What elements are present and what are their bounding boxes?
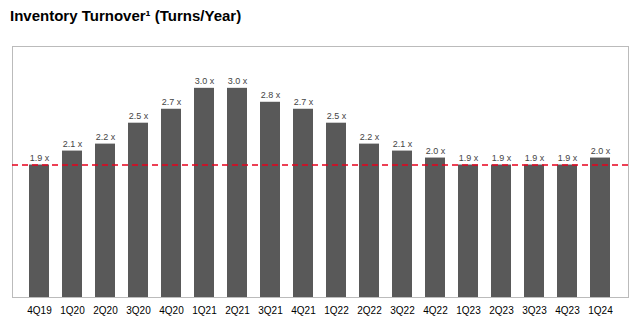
svg-text:4Q23: 4Q23 xyxy=(555,305,580,316)
svg-text:4Q20: 4Q20 xyxy=(159,305,184,316)
svg-text:3.0 x: 3.0 x xyxy=(228,76,248,86)
svg-text:4Q21: 4Q21 xyxy=(291,305,316,316)
svg-text:2.2 x: 2.2 x xyxy=(360,132,380,142)
svg-text:2.8 x: 2.8 x xyxy=(261,90,281,100)
svg-text:2.1 x: 2.1 x xyxy=(63,139,83,149)
svg-text:1.9 x: 1.9 x xyxy=(30,153,50,163)
svg-text:2.7 x: 2.7 x xyxy=(162,97,182,107)
svg-text:1Q20: 1Q20 xyxy=(60,305,85,316)
svg-text:2.7 x: 2.7 x xyxy=(294,97,314,107)
svg-text:2Q23: 2Q23 xyxy=(489,305,514,316)
svg-text:2Q21: 2Q21 xyxy=(225,305,250,316)
svg-text:1Q21: 1Q21 xyxy=(192,305,217,316)
svg-text:3Q20: 3Q20 xyxy=(126,305,151,316)
svg-text:3Q21: 3Q21 xyxy=(258,305,283,316)
svg-text:1.9 x: 1.9 x xyxy=(558,153,578,163)
svg-text:1.9 x: 1.9 x xyxy=(525,153,545,163)
svg-text:4Q22: 4Q22 xyxy=(423,305,448,316)
svg-text:3Q23: 3Q23 xyxy=(522,305,547,316)
svg-text:2.1 x: 2.1 x xyxy=(393,139,413,149)
svg-text:1Q24: 1Q24 xyxy=(588,305,613,316)
svg-text:2.5 x: 2.5 x xyxy=(129,111,149,121)
html-text:Inventory Turnover¹ (Turns/Yea: Inventory Turnover¹ (Turns/Year) xyxy=(10,7,242,24)
svg-text:1.9 x: 1.9 x xyxy=(492,153,512,163)
svg-text:2.0 x: 2.0 x xyxy=(591,146,611,156)
svg-text:3.0 x: 3.0 x xyxy=(195,76,215,86)
svg-text:3Q22: 3Q22 xyxy=(390,305,415,316)
svg-text:2Q22: 2Q22 xyxy=(357,305,382,316)
svg-text:2.5 x: 2.5 x xyxy=(327,111,347,121)
svg-text:2.0 x: 2.0 x xyxy=(426,146,446,156)
svg-text:2.2 x: 2.2 x xyxy=(96,132,116,142)
svg-text:1.9 x: 1.9 x xyxy=(459,153,479,163)
svg-text:1Q23: 1Q23 xyxy=(456,305,481,316)
svg-text:4Q19: 4Q19 xyxy=(27,305,52,316)
svg-text:1Q22: 1Q22 xyxy=(324,305,349,316)
svg-text:2Q20: 2Q20 xyxy=(93,305,118,316)
